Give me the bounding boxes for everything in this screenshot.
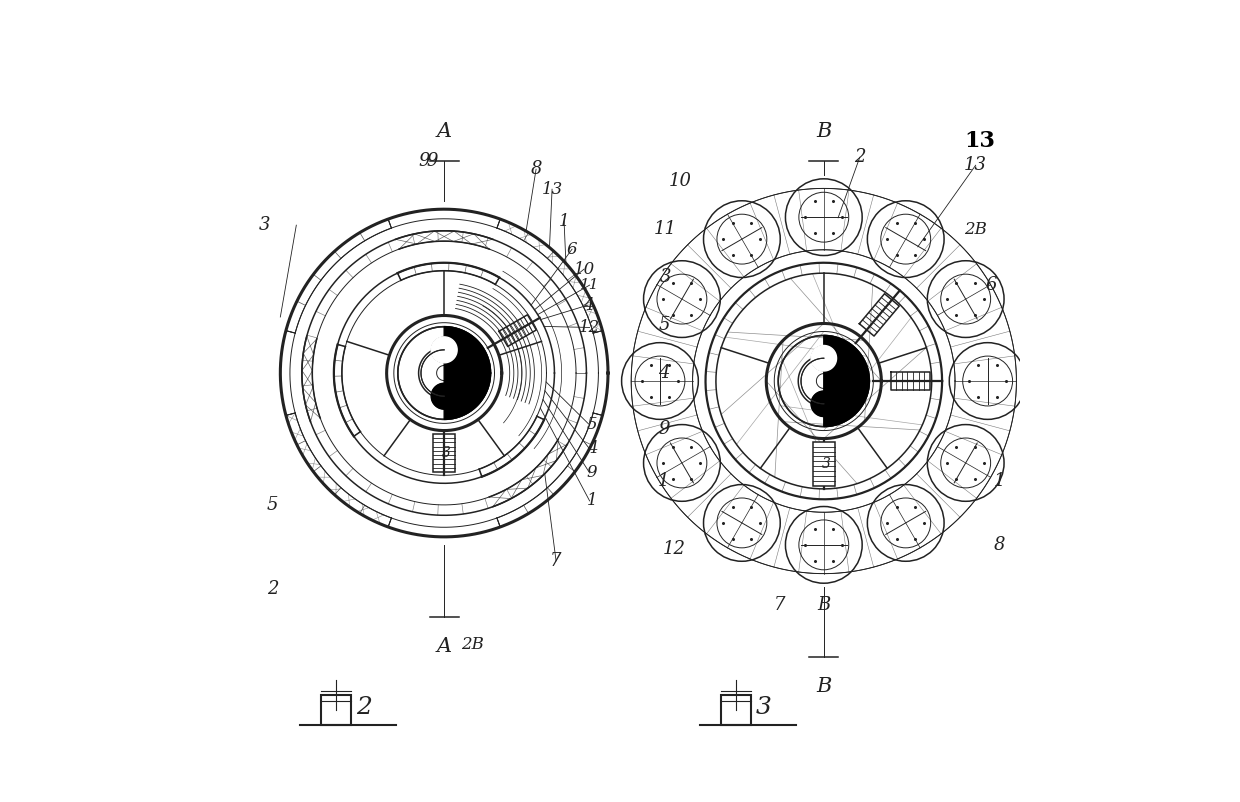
Circle shape [950,342,1025,419]
Bar [812,442,835,486]
Text: 13: 13 [965,130,994,152]
Text: 11: 11 [580,278,599,292]
Circle shape [928,261,1004,338]
Text: A: A [436,122,451,141]
Text: 5: 5 [587,416,598,433]
Text: 5: 5 [658,316,670,334]
Polygon shape [432,337,458,363]
Text: 6: 6 [567,241,578,257]
Text: 7: 7 [774,596,786,614]
Text: 3: 3 [443,446,451,460]
Text: 7: 7 [551,552,562,570]
Text: 9: 9 [587,464,598,481]
Circle shape [703,484,780,561]
Circle shape [703,200,780,277]
Circle shape [785,179,862,256]
Text: 5: 5 [267,496,278,514]
Circle shape [785,507,862,583]
Text: 2: 2 [356,695,372,719]
Polygon shape [823,335,869,427]
Text: 1: 1 [587,492,598,509]
Text: 12: 12 [579,319,600,336]
Text: 2: 2 [267,580,278,597]
Text: B: B [816,122,832,141]
Text: 13: 13 [542,180,563,198]
Circle shape [644,261,720,338]
Text: 12: 12 [663,540,686,558]
Text: 1: 1 [658,472,670,490]
Text: 9: 9 [427,152,438,170]
Bar [321,695,351,726]
Circle shape [928,424,1004,501]
Text: 2: 2 [854,148,866,166]
Text: 1: 1 [994,472,1006,490]
Circle shape [867,484,944,561]
Bar [720,695,751,726]
Polygon shape [444,326,491,419]
Text: 10: 10 [573,261,595,277]
Text: 3: 3 [756,695,771,719]
Text: B: B [817,596,831,614]
Text: 4: 4 [658,364,670,382]
Text: B: B [816,677,832,695]
Text: 4: 4 [587,440,598,457]
Text: A: A [436,637,451,656]
Text: 11: 11 [653,221,677,238]
Text: 3: 3 [822,456,831,471]
Text: 9: 9 [418,152,430,170]
Text: 8: 8 [531,160,542,178]
Circle shape [644,424,720,501]
Text: 4: 4 [583,297,594,314]
Polygon shape [432,383,458,409]
Polygon shape [811,391,837,416]
Text: 9: 9 [658,420,670,438]
Bar [433,434,455,472]
Circle shape [867,200,944,277]
Text: 2B: 2B [461,636,484,654]
Text: 13: 13 [965,156,987,174]
Text: 3: 3 [259,217,270,234]
Text: 1: 1 [559,213,569,229]
Polygon shape [811,346,837,371]
Text: 3: 3 [660,268,671,286]
Text: 2B: 2B [965,221,987,237]
Text: 10: 10 [668,172,692,190]
Text: 6: 6 [986,276,997,294]
Circle shape [621,342,698,419]
Text: 8: 8 [994,536,1006,554]
